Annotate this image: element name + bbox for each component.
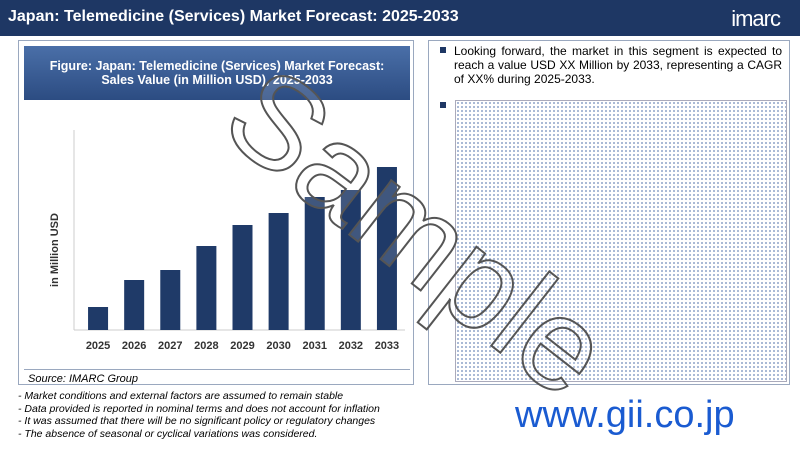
bar [304, 197, 325, 330]
note: - Market conditions and external factors… [18, 390, 344, 402]
source: Source: IMARC Group [24, 369, 410, 388]
x-tick-label: 2032 [339, 340, 363, 352]
notes: - Market conditions and external factors… [18, 390, 498, 440]
insight-panel [428, 40, 790, 385]
chart-panel [18, 40, 414, 385]
x-tick-label: 2031 [302, 340, 326, 352]
note: - The absence of seasonal or cyclical va… [18, 427, 318, 440]
header-bar [0, 0, 800, 36]
bullet [440, 102, 446, 108]
bullet [440, 47, 446, 53]
bar [340, 190, 361, 330]
bar [232, 225, 253, 330]
note: - It was assumed that there will be no s… [18, 415, 376, 427]
bar [268, 213, 289, 330]
placeholder-box [455, 100, 787, 382]
x-tick-label: 2026 [122, 340, 146, 352]
header-title: Japan: Telemedicine (Services) Market Fo… [8, 8, 459, 25]
x-tick-label: 2027 [158, 340, 182, 352]
x-tick-label: 2033 [375, 340, 399, 352]
bar [160, 270, 181, 330]
website: www.gii.co.jp [515, 394, 735, 436]
y-axis-label: in Million USD [49, 213, 61, 287]
x-tick-label: 2029 [230, 340, 254, 352]
chart-title: Figure: Japan: Telemedicine (Services) M… [24, 46, 410, 100]
bar [124, 280, 145, 330]
note: - Data provided is reported in nominal t… [18, 402, 380, 415]
bar [376, 167, 397, 330]
x-tick-label: 2030 [266, 340, 290, 352]
bar [88, 307, 109, 330]
logo: imarc [731, 6, 781, 31]
x-tick-label: 2028 [194, 340, 218, 352]
bar [196, 246, 217, 330]
insight-text: Looking forward, the market in this segm… [454, 44, 782, 86]
x-tick-label: 2025 [86, 340, 110, 352]
